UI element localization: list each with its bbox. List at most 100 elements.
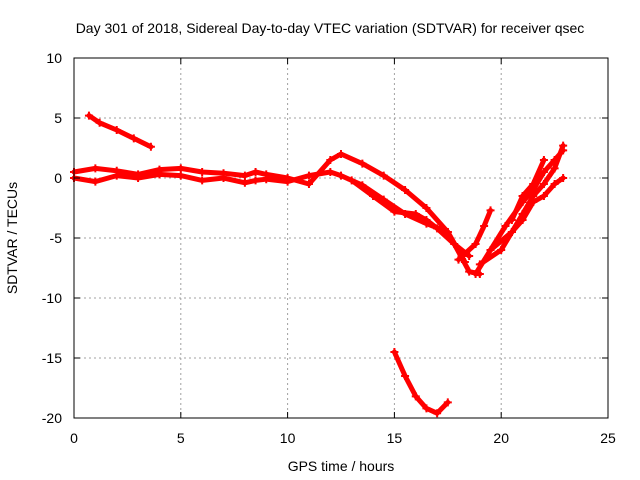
series-track-c: [70, 168, 484, 278]
data-point: [369, 192, 378, 200]
x-axis-label: GPS time / hours: [288, 458, 395, 474]
data-point: [518, 210, 527, 218]
y-tick-label: -5: [50, 230, 63, 246]
data-point: [283, 177, 292, 186]
data-point: [539, 192, 548, 200]
x-tick-label: 15: [387, 430, 403, 446]
grid-lines: [74, 58, 608, 418]
data-point: [507, 216, 516, 224]
series-track-e: [454, 206, 495, 264]
data-point: [443, 398, 452, 407]
data-point: [454, 255, 463, 264]
data-point: [539, 180, 548, 188]
data-point: [486, 206, 495, 215]
data-point: [433, 224, 442, 233]
data-point: [219, 174, 228, 182]
data-point: [443, 228, 452, 236]
y-tick-label: -20: [42, 410, 62, 426]
data-point: [471, 240, 480, 248]
axis-ticks: 0 5 10 15 20 25 -20 -15 -10 -5 0 5 10: [42, 50, 616, 446]
x-tick-label: 20: [493, 430, 509, 446]
y-tick-label: -10: [42, 290, 62, 306]
data-point: [465, 267, 474, 276]
data-point: [411, 392, 420, 401]
series-line: [349, 177, 472, 259]
series-line: [71, 169, 483, 277]
data-point: [176, 171, 185, 180]
data-point: [347, 176, 356, 185]
data-point: [326, 168, 335, 176]
data-point: [401, 372, 410, 380]
series-line: [456, 207, 493, 263]
data-point: [379, 171, 388, 180]
data-point: [84, 111, 93, 120]
series-line: [509, 157, 547, 223]
data-point: [507, 228, 516, 236]
series-track-d: [347, 176, 474, 260]
series-line: [71, 151, 468, 265]
y-tick-label: 0: [54, 170, 62, 186]
data-point: [91, 164, 100, 173]
data-point: [251, 168, 260, 176]
data-point: [146, 142, 155, 151]
data-point: [550, 164, 559, 173]
data-point: [475, 260, 484, 269]
data-point: [337, 171, 345, 180]
x-tick-label: 5: [177, 430, 185, 446]
data-point: [450, 240, 459, 248]
series-line: [477, 143, 566, 267]
data-point: [422, 216, 431, 224]
x-tick-label: 0: [70, 430, 78, 446]
data-point: [390, 207, 399, 216]
series-track-a: [84, 111, 155, 151]
data-point: [411, 210, 420, 218]
data-point: [337, 150, 345, 158]
series-track-h: [486, 146, 568, 254]
data-point: [112, 126, 121, 134]
data-point: [486, 246, 495, 254]
series-track-j: [390, 348, 452, 418]
data-point: [465, 252, 474, 260]
y-tick-label: -15: [42, 350, 62, 366]
data-point: [559, 146, 568, 155]
data-point: [390, 348, 399, 356]
data-point: [198, 168, 207, 176]
data-point: [262, 175, 271, 184]
series-line: [86, 113, 154, 150]
data-point: [134, 174, 143, 182]
data-series: [70, 111, 568, 418]
data-point: [198, 176, 207, 185]
y-tick-label: 10: [46, 50, 62, 66]
data-point: [155, 170, 164, 179]
data-point: [518, 192, 527, 200]
data-point: [95, 118, 104, 127]
data-point: [550, 156, 559, 164]
data-point: [112, 171, 121, 180]
data-point: [471, 270, 480, 278]
data-point: [539, 156, 548, 164]
data-point: [240, 171, 249, 180]
x-tick-label: 10: [280, 430, 296, 446]
data-point: [559, 174, 568, 182]
y-axis-label: SDTVAR / TECUs: [4, 182, 20, 294]
data-point: [550, 180, 559, 188]
data-point: [91, 177, 100, 186]
data-point: [501, 222, 510, 230]
data-point: [304, 171, 313, 180]
data-point: [422, 204, 431, 212]
series-track-b: [70, 150, 469, 266]
y-tick-label: 5: [54, 110, 62, 126]
data-point: [251, 176, 260, 185]
data-point: [422, 404, 431, 413]
data-point: [497, 246, 506, 254]
series-track-i: [507, 156, 548, 224]
data-point: [401, 186, 410, 194]
data-point: [529, 180, 538, 188]
series-line: [488, 147, 566, 253]
x-tick-label: 25: [600, 430, 616, 446]
data-point: [358, 159, 367, 168]
data-point: [240, 178, 249, 187]
data-point: [480, 222, 489, 230]
data-point: [129, 134, 138, 143]
